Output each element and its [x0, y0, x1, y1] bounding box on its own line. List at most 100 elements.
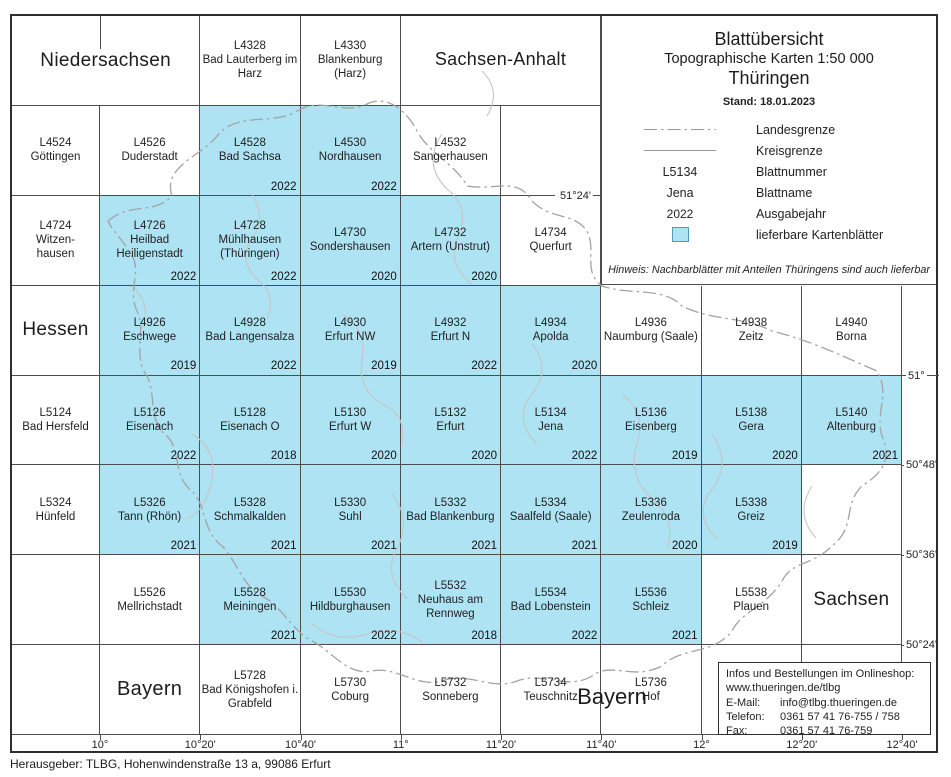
sheet-name: Erfurt — [436, 420, 465, 433]
sheet-name: Eisenach O — [220, 420, 280, 433]
info-label: Fax: — [726, 725, 748, 738]
sheet-L4732: L4732 Artern (Unstrut) 2020 — [400, 195, 501, 286]
lat-label-text: 50°48' — [906, 459, 937, 472]
sheet-L5536: L5536 Schleiz 2021 — [601, 555, 702, 646]
dashdot-line-symbol — [628, 128, 732, 131]
sheet-number: L4936 — [634, 317, 667, 330]
sheet-number: L4930 — [334, 317, 367, 330]
sheet-L5124: L5124 Bad Hersfeld — [12, 375, 100, 466]
sheet-L4524: L4524 Göttingen — [12, 105, 100, 196]
sheet-name: Suhl — [338, 510, 362, 523]
sheet-year: 2020 — [471, 270, 497, 283]
lon-label-10-20: 10°20' — [184, 739, 216, 751]
sheet-name: Zeitz — [738, 331, 764, 344]
status-date: Stand: 18.01.2023 — [722, 96, 816, 108]
page-subtitle: Topographische Karten 1:50 000 — [664, 51, 874, 67]
sheet-year: 2022 — [170, 270, 197, 283]
sheet-L4724: L4724 Witzen- hausen — [12, 195, 100, 286]
region-label-sachsen: Sachsen — [801, 555, 902, 646]
sheet-name: Apolda — [532, 331, 569, 344]
sheet-L5328: L5328 Schmalkalden 2021 — [200, 465, 301, 556]
sheet-number: L4524 — [39, 137, 72, 150]
sheet-name: Erfurt NW — [324, 331, 376, 344]
legend-label: lieferbare Kartenblätter — [756, 227, 884, 242]
sheet-year: 2022 — [471, 360, 497, 373]
sheet-L5334: L5334 Saalfeld (Saale) 2021 — [501, 465, 602, 556]
sheet-L5324: L5324 Hünfeld — [12, 465, 100, 556]
sheet-name: Naumburg (Saale) — [603, 331, 698, 344]
sheet-year: 2022 — [571, 450, 598, 463]
info-row-fax: Fax: 0361 57 41 76-759 — [726, 724, 923, 738]
info-row-email: E-Mail: info@tlbg.thueringen.de — [726, 696, 923, 710]
sheet-year: 2021 — [571, 540, 598, 553]
region-label-sachsen-anhalt: Sachsen-Anhalt — [400, 16, 602, 106]
partial-grid-divider — [100, 16, 101, 49]
sheet-L4936: L4936 Naumburg (Saale) — [601, 285, 702, 376]
sheet-L4726: L4726 Heilbad Heiligenstadt 2022 — [100, 195, 201, 286]
sheet-name: Saalfeld (Saale) — [509, 510, 592, 523]
sheet-name: Neuhaus am Rennweg — [417, 593, 483, 620]
lat-label-50-36: 50°36' — [902, 549, 939, 561]
sheet-year: 2022 — [170, 450, 197, 463]
sheet-year: 2022 — [571, 630, 598, 643]
sheet-number: L4328 — [233, 40, 266, 53]
sheet-name: Bad Sachsa — [218, 151, 281, 164]
sheet-number: L5324 — [39, 496, 72, 509]
sheet-L5130: L5130 Erfurt W 2020 — [300, 375, 401, 466]
sheet-L4730: L4730 Sondershausen 2020 — [300, 195, 401, 286]
sheet-number: L5528 — [233, 586, 266, 599]
page-region-title: Thüringen — [728, 68, 810, 88]
lon-label-11-20: 11°20' — [485, 739, 517, 751]
sheet-name: Gera — [738, 420, 764, 433]
sheet-name: Erfurt W — [329, 420, 372, 433]
region-label-hessen: Hessen — [12, 285, 100, 376]
sheet-year: 2020 — [371, 270, 397, 283]
sheet-year: 2019 — [671, 450, 698, 463]
sheet-name: Querfurt — [529, 241, 572, 254]
sheet-L4728: L4728 Mühlhausen (Thüringen) 2022 — [200, 195, 301, 286]
sheet-number: L5728 — [233, 669, 266, 682]
sheet-name: Meiningen — [223, 600, 277, 613]
sheet-number: L4732 — [434, 227, 467, 240]
legend-label: Blattnummer — [756, 164, 827, 179]
sheet-number: L4934 — [534, 317, 567, 330]
sheet-name: Sondershausen — [309, 241, 391, 254]
contact-info-box: Infos und Bestellungen im Onlineshop: ww… — [718, 662, 931, 738]
sheet-name: Hof — [641, 690, 660, 703]
sheet-name: Bad Königshofen i. Grabfeld — [201, 683, 299, 710]
sheet-year: 2018 — [471, 630, 497, 643]
lon-label-12-40: 12°40' — [886, 739, 918, 751]
sheet-number: L5124 — [39, 406, 72, 419]
sheet-number: L5526 — [133, 586, 166, 599]
sheet-number: L5140 — [835, 406, 868, 419]
legend: Landesgrenze Kreisgrenze L5134 Blattnummer J… — [602, 119, 936, 245]
lon-tick — [601, 735, 603, 740]
sheet-number: L5730 — [334, 676, 367, 689]
sheet-name: Zeulenroda — [621, 510, 680, 523]
map-frame: Niedersachsen L4328 Bad Lauterberg im Harz… — [10, 14, 939, 753]
legend-item-landesgrenze: Landesgrenze — [628, 119, 936, 140]
lon-label-12: 12° — [693, 739, 710, 751]
sheet-number: L5128 — [233, 406, 266, 419]
lon-tick — [501, 735, 502, 740]
sheet-L5534: L5534 Bad Lobenstein 2022 — [501, 555, 602, 646]
sheet-L4928: L4928 Bad Langensalza 2022 — [200, 285, 301, 376]
sheet-year: 2022 — [371, 180, 397, 193]
sheet-L4532: L4532 Sangerhausen — [400, 105, 501, 196]
lon-tick — [300, 735, 302, 740]
sheet-year: 2021 — [270, 540, 297, 553]
empty-cell — [801, 465, 902, 556]
lon-label-11-40: 11°40' — [586, 739, 617, 751]
info-value: info@tlbg.thueringen.de — [780, 696, 897, 709]
sheet-name: Bad Lauterberg im Harz — [202, 54, 298, 81]
sheet-name: Blankenburg (Harz) — [317, 54, 383, 81]
sheet-number: L5134 — [534, 406, 567, 419]
sheet-number: L4330 — [334, 40, 367, 53]
sheet-L5330: L5330 Suhl 2021 — [300, 465, 401, 556]
sheet-year: 2020 — [772, 450, 798, 463]
lon-label-12-20: 12°20' — [786, 739, 818, 751]
sheet-name: Göttingen — [30, 151, 81, 164]
sheet-name: Mellrichstadt — [117, 600, 182, 613]
sheet-L5730: L5730 Coburg — [300, 645, 401, 735]
